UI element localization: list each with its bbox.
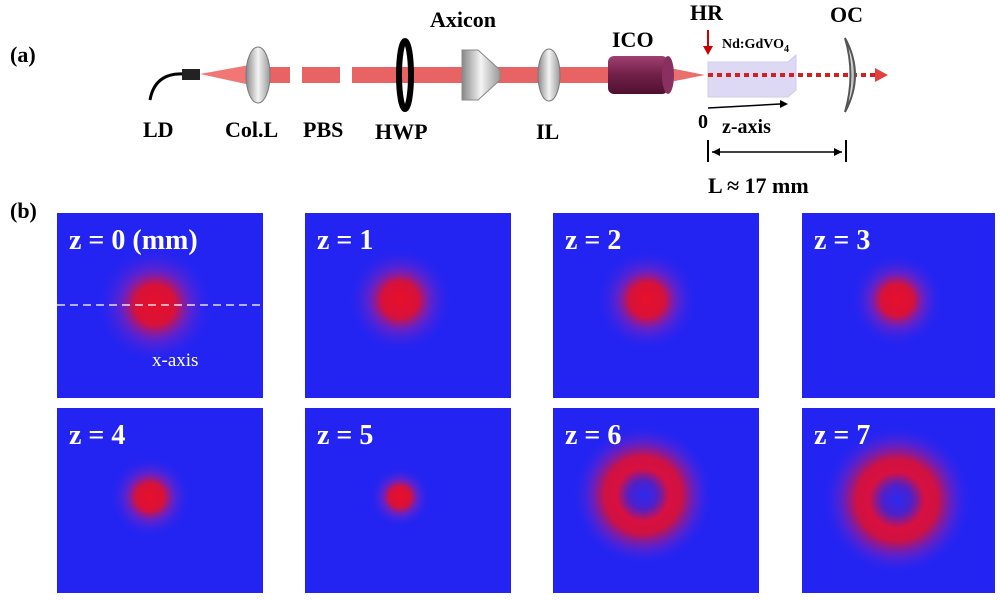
length-arrowhead xyxy=(712,148,720,156)
hr-arrowhead xyxy=(703,46,713,55)
crystal xyxy=(707,53,797,98)
component-label: HWP xyxy=(375,119,428,144)
pbs-gap xyxy=(340,64,352,86)
beam-intensity xyxy=(851,254,943,346)
component-label: OC xyxy=(830,2,863,27)
profile-label: z = 3 xyxy=(814,225,870,256)
fiber xyxy=(148,72,186,101)
component-label: LD xyxy=(143,117,174,142)
profile-label: z = 0 (mm) xyxy=(69,225,198,256)
crystal-subscript: 4 xyxy=(784,44,789,55)
schematic xyxy=(148,30,888,162)
beam-cone xyxy=(200,64,255,86)
component-label: Nd:GdVO4 xyxy=(722,37,789,55)
profile-label: z = 5 xyxy=(317,420,373,451)
profile-label: z = 7 xyxy=(814,420,870,451)
ico-face xyxy=(662,56,674,94)
length-label: L ≈ 17 mm xyxy=(708,173,809,198)
component-label: Axicon xyxy=(430,7,496,32)
profile-label: z = 4 xyxy=(69,420,125,451)
beam-intensity xyxy=(110,457,190,537)
output-coupler xyxy=(844,37,856,113)
laser-arrow xyxy=(875,68,888,82)
profile-label: z = 2 xyxy=(565,225,621,256)
crystal-name: Nd:GdVO xyxy=(722,37,784,52)
component-label: Col.L xyxy=(225,117,278,142)
panel-label: (a) xyxy=(10,42,36,67)
beam-profiles: z = 0 (mm) z = 1 z = 2 z = 3 z = 4 z = 5 z = 6… xyxy=(57,213,995,593)
axis-label: z-axis xyxy=(722,116,771,138)
beam-intensity xyxy=(823,426,971,574)
beam-intensity xyxy=(348,248,452,352)
profile-label: z = 6 xyxy=(565,420,621,451)
beam-intensity xyxy=(597,250,697,350)
component-label: IL xyxy=(536,119,559,144)
length-arrowhead xyxy=(834,148,842,156)
beam-intensity xyxy=(573,425,713,565)
axicon xyxy=(461,49,501,101)
component-label: PBS xyxy=(303,117,343,142)
beam-intensity xyxy=(370,467,430,527)
component-label: HR xyxy=(690,0,724,25)
pbs-gap xyxy=(290,64,302,86)
ico xyxy=(608,56,668,94)
panel-label: (b) xyxy=(10,198,37,223)
z-axis-arrowhead xyxy=(780,100,788,108)
half-wave-plate xyxy=(396,38,414,112)
profile-label: z = 1 xyxy=(317,225,373,256)
imaging-lens xyxy=(537,48,561,102)
x-axis-label: x-axis xyxy=(152,350,198,371)
origin-label: 0 xyxy=(698,111,708,133)
collimating-lens xyxy=(245,46,271,104)
fiber-tip xyxy=(182,69,200,80)
z-axis-arrow xyxy=(707,103,781,109)
component-label: ICO xyxy=(612,27,654,52)
